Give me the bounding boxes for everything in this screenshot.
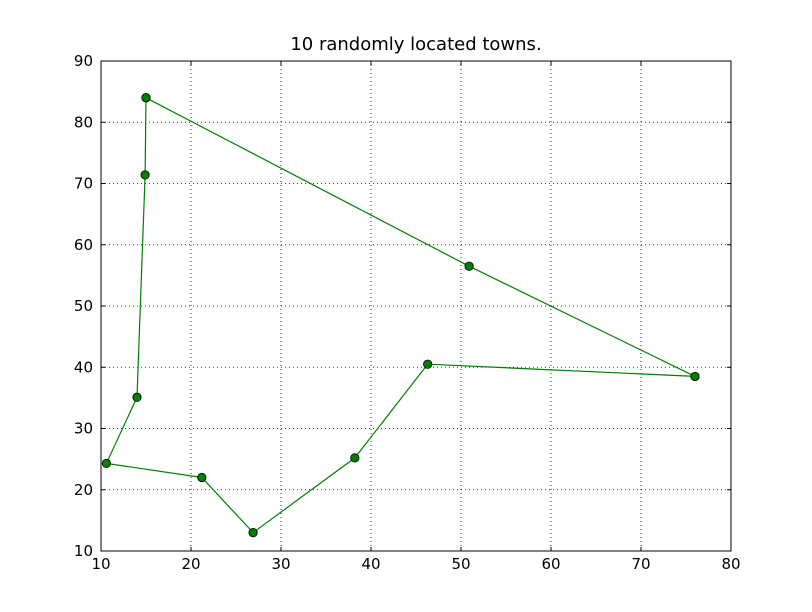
y-tick-label: 90 [74, 52, 93, 70]
town-point [248, 528, 258, 538]
y-tick-label: 70 [74, 175, 93, 193]
x-tick-label: 40 [361, 555, 380, 573]
town-point [197, 472, 207, 483]
x-tick-label: 60 [541, 555, 560, 573]
x-tick-label: 70 [631, 555, 650, 573]
town-point [132, 392, 142, 402]
y-tick-label: 60 [74, 236, 93, 254]
town-point [423, 359, 433, 369]
series [101, 93, 700, 538]
town-point [350, 453, 360, 463]
y-tick-label: 10 [74, 542, 93, 560]
town-point [101, 458, 112, 469]
y-tick-label: 50 [74, 297, 93, 315]
route-line [105, 97, 696, 534]
x-tick-label: 50 [451, 555, 470, 573]
y-tick-label: 40 [74, 358, 93, 376]
town-point [464, 261, 474, 271]
x-tick-label: 10 [91, 555, 110, 573]
town-point [690, 371, 700, 382]
grid [100, 60, 732, 552]
y-tick-label: 30 [74, 420, 93, 438]
x-tick-label: 30 [271, 555, 290, 573]
y-tick-label: 80 [74, 113, 93, 131]
y-tick-label: 20 [74, 481, 93, 499]
x-tick-label: 80 [721, 555, 740, 573]
chart-title: 10 randomly located towns. [290, 34, 541, 55]
plot-frame [100, 60, 732, 552]
town-point [140, 170, 150, 180]
x-tick-label: 20 [181, 555, 200, 573]
ticks: 10 20 30 40 50 60 70 80 10 20 30 40 50 60 70 80 90 [74, 52, 741, 573]
town-point [141, 93, 151, 103]
